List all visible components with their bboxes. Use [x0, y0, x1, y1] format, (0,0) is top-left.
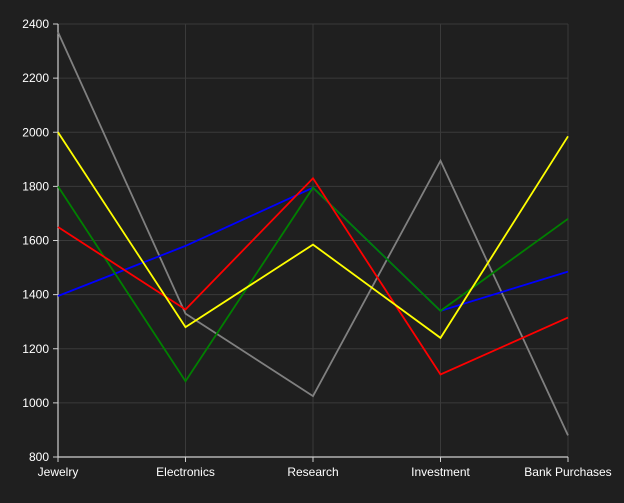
axes [53, 23, 569, 462]
y-tick-label: 1600 [22, 234, 49, 248]
grid-lines [58, 23, 569, 457]
tick-labels: 800 1000 1200 1400 1600 1800 2000 2200 2400 Jewel… [22, 17, 611, 479]
series-line-1 [57, 31, 569, 436]
y-tick-label: 1400 [22, 288, 49, 302]
x-tick-label: Jewelry [38, 465, 79, 479]
y-tick-label: 2400 [22, 17, 49, 31]
series-line-4 [57, 176, 569, 376]
y-tick-label: 1800 [22, 179, 49, 193]
series-line-3 [57, 185, 569, 383]
series-lines [57, 31, 569, 436]
y-tick-label: 800 [29, 450, 49, 464]
y-tick-label: 1200 [22, 342, 49, 356]
y-tick-label: 2200 [22, 71, 49, 85]
y-tick-label: 2000 [22, 125, 49, 139]
x-tick-label: Electronics [156, 465, 215, 479]
y-tick-label: 1000 [22, 396, 49, 410]
x-tick-label: Bank Purchases [524, 465, 611, 479]
x-tick-label: Research [287, 465, 338, 479]
series-line-5 [57, 131, 569, 340]
x-tick-label: Investment [411, 465, 470, 479]
